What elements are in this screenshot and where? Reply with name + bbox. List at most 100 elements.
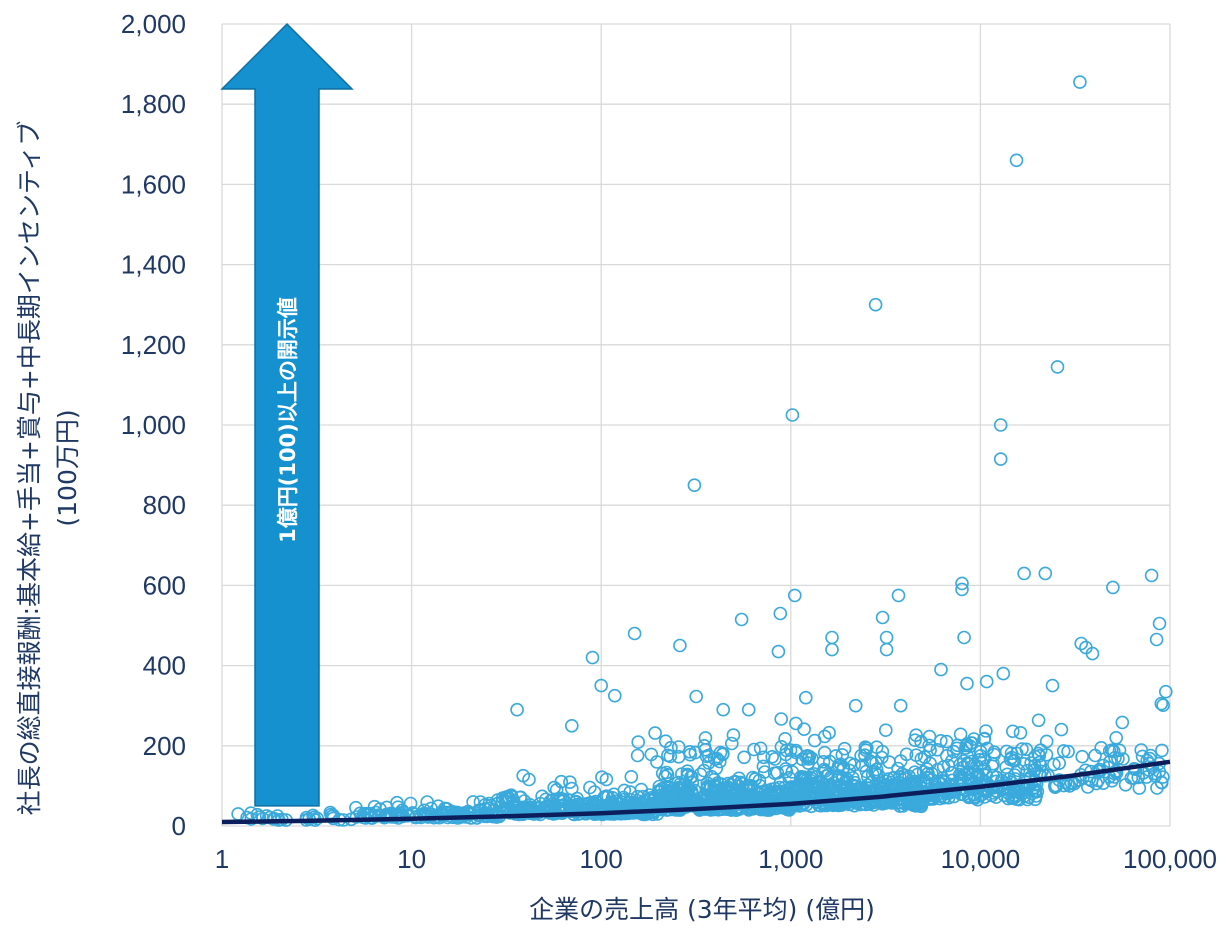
y-tick-labels: 0 200 400 600 800 1,000 1,200 1,400 1,600 1,800 2,… [121,9,186,841]
data-point [771,644,786,659]
data-point [765,749,780,764]
data-point [774,712,789,726]
data-point [1150,781,1164,795]
data-point [839,775,854,790]
y-tick-label: 600 [143,570,186,600]
trendline [221,759,1171,825]
data-point [1115,715,1130,730]
data-point [887,770,902,785]
data-point [712,754,727,769]
data-point [1006,753,1021,768]
data-point [673,638,687,653]
data-point [1050,360,1065,374]
data-point [1004,750,1019,765]
data-point [1156,770,1170,784]
data-point [973,744,988,759]
data-point [634,782,649,797]
data-point [837,741,852,756]
data-point [868,297,883,312]
data-point [979,674,994,689]
y-tick-label: 1,400 [121,250,186,280]
trendline-group [221,759,1171,825]
data-point [1149,632,1164,647]
x-tick-label: 10,000 [941,844,1021,874]
data-point [299,810,314,825]
data-point [812,779,827,794]
data-point [955,576,969,591]
x-tick-label: 10 [397,844,426,874]
data-point [853,782,867,797]
data-point [869,762,884,777]
data-point [965,736,979,750]
data-point [1061,744,1075,759]
data-point [1155,743,1169,758]
data-point [773,606,788,621]
data-point [607,787,621,802]
data-point [552,792,567,807]
data-point [724,736,739,751]
data-point [630,748,645,763]
data-point [747,742,761,757]
data-point [1009,153,1024,168]
data-point [1020,763,1034,778]
data-point [825,642,839,657]
data-point [1106,580,1120,595]
data-point [960,676,974,691]
data-point [728,785,742,800]
data-point [378,809,392,824]
data-point [977,731,992,746]
data-point [822,754,837,769]
data-point [681,785,696,799]
data-point [778,731,792,746]
data-point [825,630,839,645]
data-point [671,775,686,790]
data-point [878,723,893,738]
data-point [789,745,803,760]
data-point [674,767,689,781]
data-point [1047,757,1061,772]
data-point [549,782,564,797]
data-point [539,799,553,814]
data-point [631,735,646,749]
y-axis-label-line-1: 社長の総直接報酬:基本給+手当+賞与+中長期インセンティブ [15,121,44,816]
up-arrow-shape [220,22,354,807]
data-point [920,770,934,785]
data-point [1038,566,1053,581]
x-tick-label: 100,000 [1123,844,1217,874]
data-point [987,745,1002,760]
data-point [835,748,850,762]
data-point [909,799,923,813]
data-point [244,806,258,820]
data-point [908,733,922,748]
data-point [1085,646,1100,661]
data-point [1031,713,1046,728]
data-point [756,750,771,765]
data-point [939,748,954,763]
arrow-label: 1億円(100)以上の開示値 [276,297,300,543]
data-point [1156,698,1170,713]
data-point [709,761,724,776]
data-point [879,630,894,645]
y-tick-label: 200 [143,731,186,761]
data-point [661,748,675,763]
data-point [784,780,799,794]
data-point [994,773,1009,788]
x-tick-label: 1,000 [758,844,823,874]
data-point [255,811,270,826]
data-point [869,740,884,755]
arrow-annotation: 1億円(100)以上の開示値 [220,22,354,807]
y-axis-label-line-2: (100万円) [53,409,82,526]
data-point [914,734,928,749]
x-tick-label: 1 [215,844,229,874]
data-point [879,642,894,657]
data-point [1134,743,1148,757]
data-point [1052,756,1066,771]
data-point [807,733,822,748]
x-tick-labels: 1 10 100 1,000 10,000 100,000 [215,844,1217,874]
y-tick-label: 1,000 [121,410,186,440]
y-tick-label: 400 [143,651,186,681]
y-tick-label: 2,000 [121,9,186,39]
data-point [424,801,438,816]
data-point [667,787,682,802]
data-point [787,588,802,603]
